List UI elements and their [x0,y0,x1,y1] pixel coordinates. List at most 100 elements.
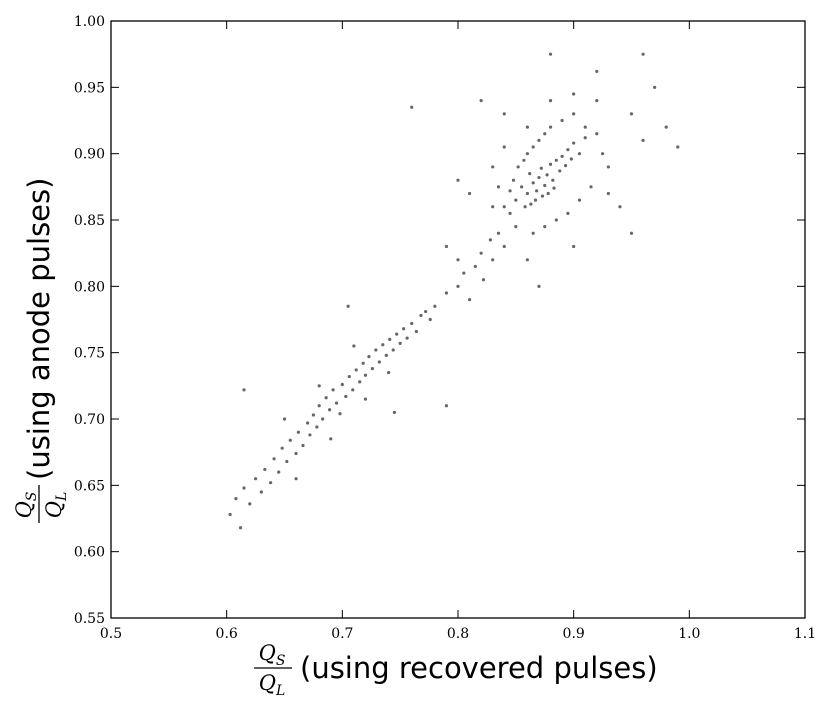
point [531,181,535,185]
point [600,152,605,156]
point [253,477,258,481]
point [653,85,657,89]
point [301,443,305,448]
point [525,152,530,156]
point [554,218,558,222]
point [531,231,535,235]
point [514,225,518,229]
point [358,380,362,384]
point [269,481,273,485]
point [338,412,342,416]
x-tick-label: 0.8 [447,626,469,642]
point [554,158,558,162]
x-label: QS QL (using recovered pulses) [254,641,658,699]
x-tick-label: 0.9 [563,626,585,642]
point [419,313,423,318]
point [560,154,564,158]
point [317,404,321,408]
points [228,52,680,530]
point [516,165,520,169]
point [496,231,501,235]
point [456,178,460,182]
point [572,244,576,249]
point [321,417,325,421]
point [388,337,392,341]
point [618,205,622,209]
y-tick-label: 0.80 [74,279,105,295]
point [496,185,501,189]
point [363,397,368,401]
point [577,198,582,202]
point [405,336,409,340]
point [402,327,406,331]
point [377,360,381,364]
x-label-denominator: QL [259,671,286,699]
point [242,388,246,392]
y-tick-label: 0.70 [74,412,105,428]
point [491,258,495,262]
point [583,125,587,129]
point [481,278,486,282]
y-label-text: (using anode pulses) [22,178,56,480]
point [277,470,281,474]
point [560,118,564,123]
point [629,231,634,235]
point [525,191,530,196]
x-tick-label: 0.7 [331,626,353,642]
point [248,502,252,506]
point [520,185,524,189]
point [595,132,599,136]
point [263,467,267,472]
y-tick-label: 0.90 [74,147,105,163]
point [595,69,599,74]
point [374,348,378,352]
plot-frame [110,20,806,619]
point [583,136,587,140]
point [491,205,495,209]
point [664,125,668,129]
x-tick-label: 0.6 [216,626,238,642]
point [354,368,358,372]
point [328,408,332,412]
point [629,112,634,116]
y-tick-label: 0.55 [74,611,105,627]
point [352,344,356,348]
point [462,271,466,275]
point [595,99,599,103]
point [414,329,418,334]
point [528,171,532,176]
point [398,341,402,345]
point [340,382,344,387]
point [546,191,550,196]
point [242,486,246,490]
point [589,185,593,189]
point [433,304,437,308]
point [285,459,289,464]
point [566,211,570,215]
point [508,189,512,193]
point [351,388,355,392]
y-tick-label: 1.00 [74,14,105,30]
point [444,404,449,408]
point [444,291,449,295]
point [381,343,385,347]
point [347,374,351,379]
point [488,238,492,242]
point [539,166,543,170]
point [676,145,680,149]
point [329,437,333,441]
point [514,198,518,202]
point [543,183,547,188]
point [511,178,516,182]
x-tick-label: 0.5 [100,626,122,642]
point [392,410,396,414]
point [331,388,335,392]
point [522,158,526,162]
point [479,251,483,255]
point [444,244,449,249]
point [641,52,645,56]
y-tick-label: 0.85 [74,213,105,229]
x-label-numerator: QS [259,641,286,669]
point [548,125,553,129]
point [346,304,350,308]
